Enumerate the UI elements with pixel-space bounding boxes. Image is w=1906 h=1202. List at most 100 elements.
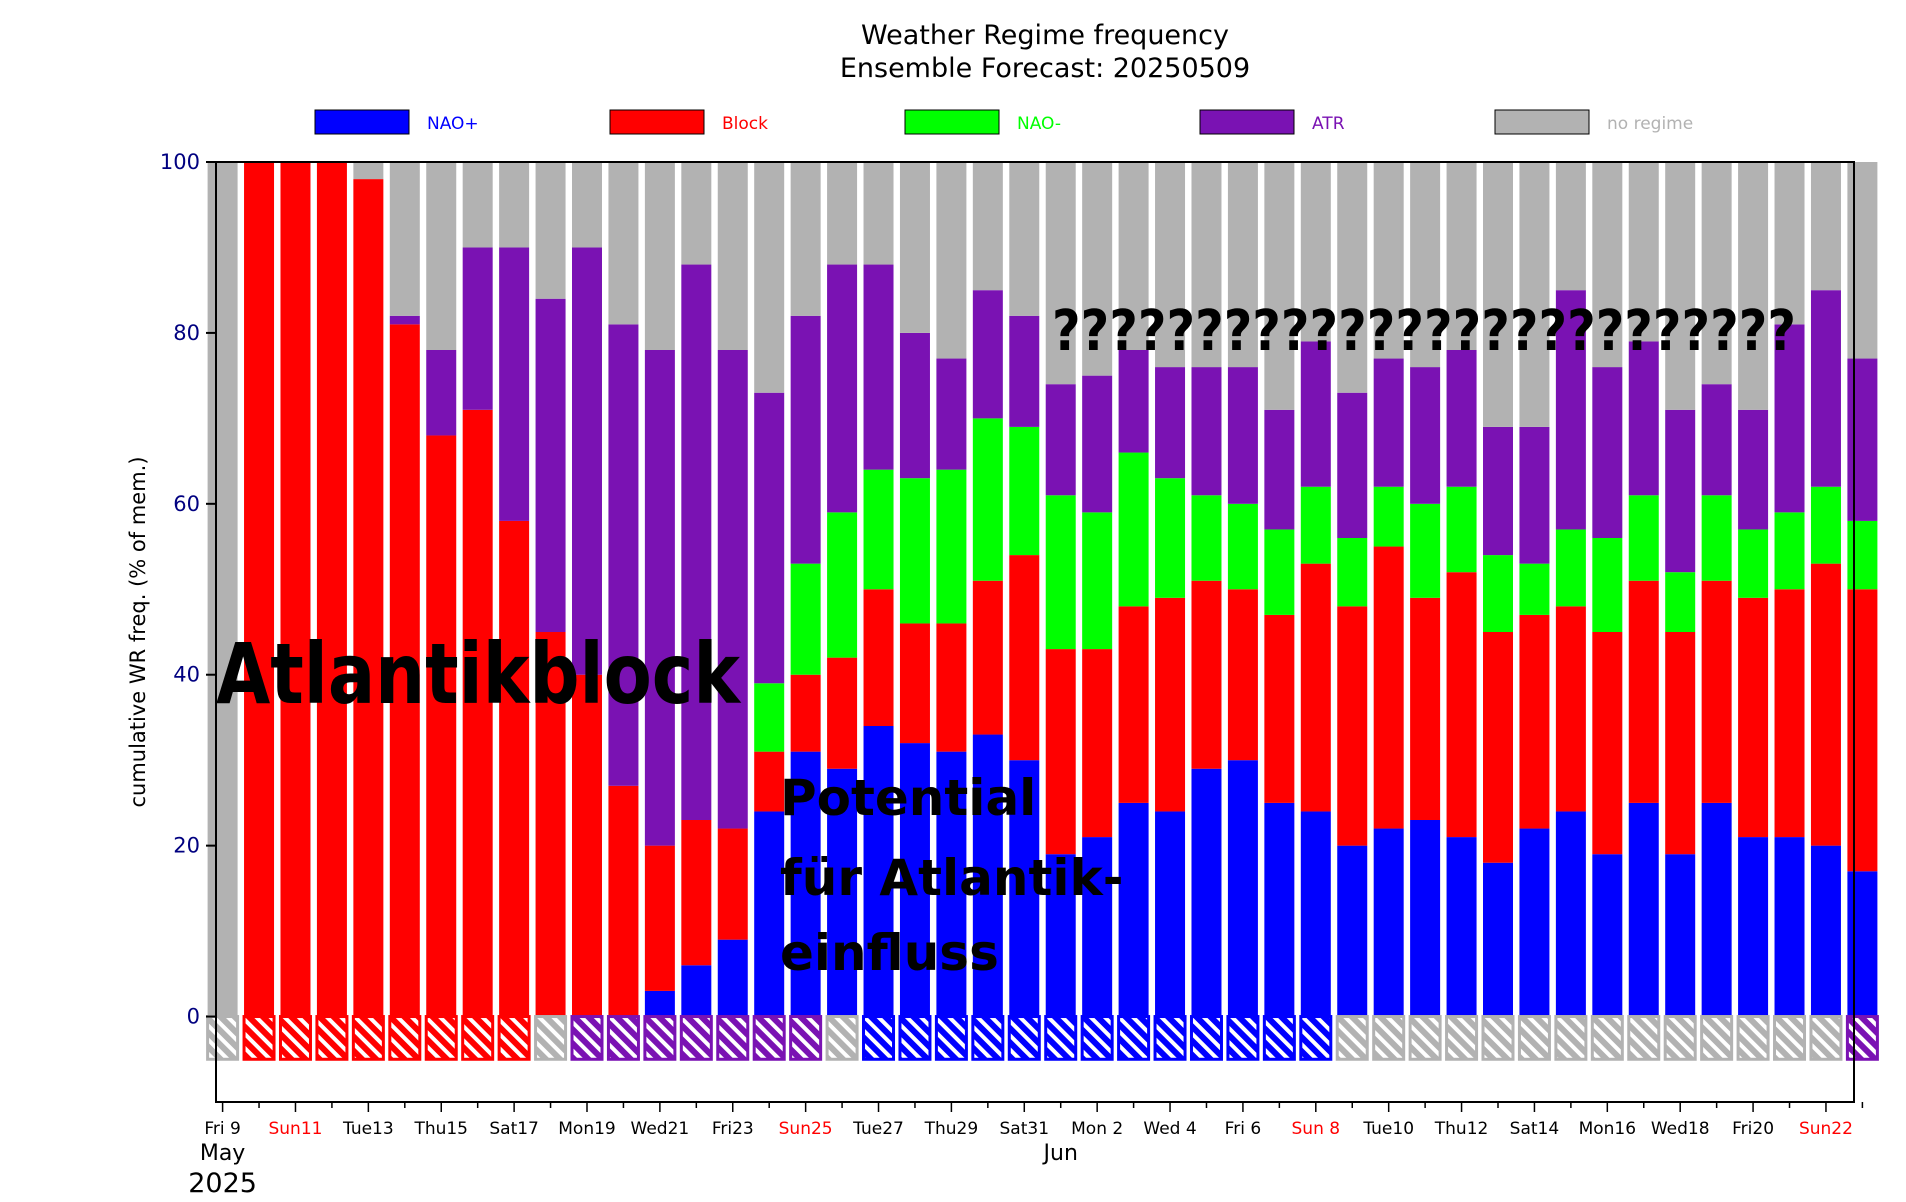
bar-segment (1337, 538, 1368, 607)
bar-segment (681, 162, 712, 265)
bar-segment (1082, 649, 1113, 838)
bar-segment (1045, 854, 1076, 1017)
bar-segment (899, 332, 930, 479)
observed-regime-box (1335, 1015, 1369, 1061)
bar-segment (1628, 341, 1659, 496)
legend-swatch-0 (314, 109, 410, 135)
y-axis: 0 20 40 60 80 100 (160, 150, 216, 1029)
bar-segment (1300, 341, 1331, 487)
bar-segment (863, 469, 894, 590)
legend-label-1: Block (722, 114, 768, 134)
observed-regime-box (606, 1015, 640, 1061)
bar-segment (1519, 614, 1550, 829)
bar-segment (972, 580, 1003, 735)
bar-segment (1519, 162, 1550, 427)
observed-regime-box (1080, 1015, 1114, 1061)
observed-regime-box (716, 1015, 750, 1061)
bar-segment (1009, 315, 1040, 427)
y-tick-label: 60 (173, 492, 200, 516)
observed-regime-box (1445, 1015, 1479, 1061)
bar-segment (1665, 854, 1696, 1017)
bar-segment (316, 162, 347, 1017)
bar-segment (899, 162, 930, 333)
y-tick-label: 0 (187, 1005, 200, 1029)
observed-regime-box (388, 1015, 422, 1061)
bar-segment (717, 162, 748, 350)
bar-segment (1118, 162, 1149, 350)
bar-segment (1373, 828, 1404, 1017)
bar-segment (389, 162, 420, 316)
bar-segment (389, 324, 420, 1017)
bar-segment (1774, 837, 1805, 1017)
bar-segment (1738, 529, 1769, 598)
x-tick-label: Sat31 (1000, 1119, 1050, 1139)
observed-regime-box (570, 1015, 604, 1061)
observed-regime-box (862, 1015, 896, 1061)
x-tick-label: Fri 6 (1225, 1119, 1261, 1139)
legend-label-3: ATR (1312, 114, 1345, 134)
observed-regime-box (242, 1015, 276, 1061)
observed-regime-box (206, 1015, 240, 1061)
bar-segment (1155, 597, 1186, 812)
x-axis: Fri 9 Sun11 Tue13 Thu15 Sat17 Mon19 Wed21 Fri23… (188, 1102, 1864, 1199)
bar-segment (754, 162, 785, 393)
bar-segment (790, 674, 821, 752)
bar-segment (827, 657, 858, 769)
bar-segment (644, 162, 675, 350)
bar-segment (1373, 162, 1404, 359)
observed-regime-box (534, 1015, 568, 1061)
bar-segment (863, 726, 894, 1017)
bar-segment (353, 162, 384, 180)
observed-regime-box (1627, 1015, 1661, 1061)
bar-segment (1592, 367, 1623, 538)
bar-segment (1519, 828, 1550, 1017)
bar-segment (572, 247, 602, 675)
bar-segment (827, 162, 858, 265)
bar-segment (1300, 563, 1331, 812)
bar-segment (1774, 324, 1805, 513)
x-tick-label: Mon19 (558, 1119, 615, 1139)
bar-segment (717, 350, 748, 829)
bar-segment (936, 751, 967, 1017)
bar-segment (1264, 409, 1295, 530)
bar-segment (1628, 580, 1659, 803)
bar-segment (1410, 597, 1441, 820)
observed-regime-box (315, 1015, 349, 1061)
bar-segment (1519, 426, 1550, 564)
bar-segment (389, 315, 420, 325)
legend-swatch-1 (609, 109, 705, 135)
bar-segment (462, 247, 493, 410)
bar-segment (1665, 572, 1696, 632)
bar-segment (754, 751, 785, 812)
bar-segment (1009, 555, 1040, 761)
bar-segment (1227, 589, 1258, 761)
x-tick-label: Tue13 (342, 1119, 394, 1139)
x-tick-label: Sun11 (268, 1119, 322, 1139)
observed-regime-box (971, 1015, 1005, 1061)
bar-segment (936, 358, 967, 470)
bar-segment (1410, 503, 1441, 598)
bar-segment (1555, 162, 1586, 291)
bar-segment (1738, 409, 1769, 530)
bar-segment (1191, 162, 1222, 368)
bar-segment (972, 290, 1003, 419)
bar-segment (1082, 162, 1113, 376)
bar-segment (499, 247, 530, 521)
annotation-secondary-line-3: einfluss (780, 924, 999, 982)
bar-segment (1592, 538, 1623, 632)
bar-segment (754, 392, 785, 684)
bar-segment (1155, 811, 1186, 1017)
bar-segment (535, 298, 566, 632)
bar-segment (644, 350, 675, 846)
bar-segment (608, 324, 639, 786)
bar-segment (462, 409, 493, 1017)
y-axis-label: cumulative WR freq. (% of mem.) (126, 456, 150, 807)
x-tick-label: Sat17 (489, 1119, 539, 1139)
bar-segment (1410, 162, 1441, 368)
bar-segment (1847, 589, 1878, 872)
observed-regime-box (1663, 1015, 1697, 1061)
bar-segment (1446, 572, 1477, 838)
bar-segment (1592, 632, 1623, 855)
bar-segment (1009, 162, 1040, 316)
